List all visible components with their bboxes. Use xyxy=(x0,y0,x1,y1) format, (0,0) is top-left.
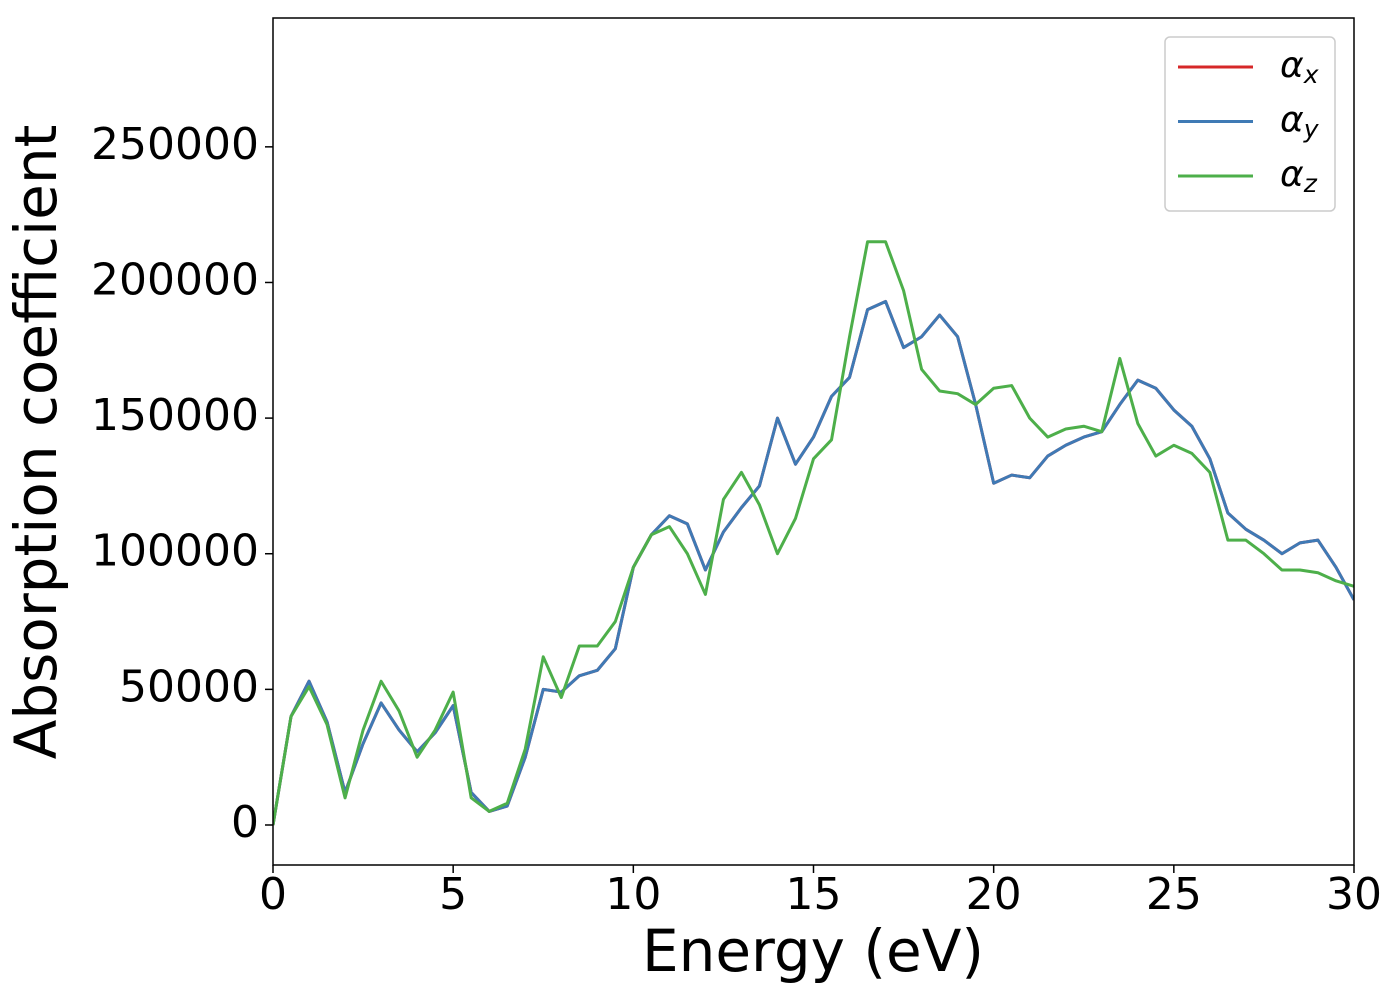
legend-symbol: α xyxy=(1280,154,1304,195)
x-tick-label: 5 xyxy=(439,869,467,920)
legend-subscript: z xyxy=(1303,169,1318,198)
y-tick-label: 50000 xyxy=(119,661,259,712)
x-tick-label: 30 xyxy=(1326,869,1382,920)
series-line xyxy=(273,240,1354,826)
legend-symbol: α xyxy=(1280,45,1304,86)
y-axis-label: Absorption coefficient xyxy=(2,125,70,760)
x-axis-label: Energy (eV) xyxy=(642,917,984,985)
legend-subscript: x xyxy=(1303,60,1319,89)
x-tick-label: 0 xyxy=(259,869,287,920)
x-tick-label: 10 xyxy=(605,869,661,920)
y-tick-label: 200000 xyxy=(91,254,259,305)
x-tick-label: 15 xyxy=(786,869,842,920)
plot-frame xyxy=(272,17,1355,866)
y-tick-label: 100000 xyxy=(91,526,259,577)
legend-label: αy xyxy=(1280,100,1320,144)
series-line xyxy=(273,299,1354,826)
legend-subscript: y xyxy=(1303,115,1320,144)
y-tick-label: 250000 xyxy=(91,119,259,170)
legend-symbol: α xyxy=(1280,100,1304,141)
y-tick-label: 150000 xyxy=(91,390,259,441)
legend-label: αz xyxy=(1280,154,1318,198)
x-tick-label: 20 xyxy=(966,869,1022,920)
legend-box xyxy=(1164,36,1336,212)
x-tick-label: 25 xyxy=(1146,869,1202,920)
legend-label: αx xyxy=(1280,45,1319,89)
y-tick-label: 0 xyxy=(231,797,259,848)
